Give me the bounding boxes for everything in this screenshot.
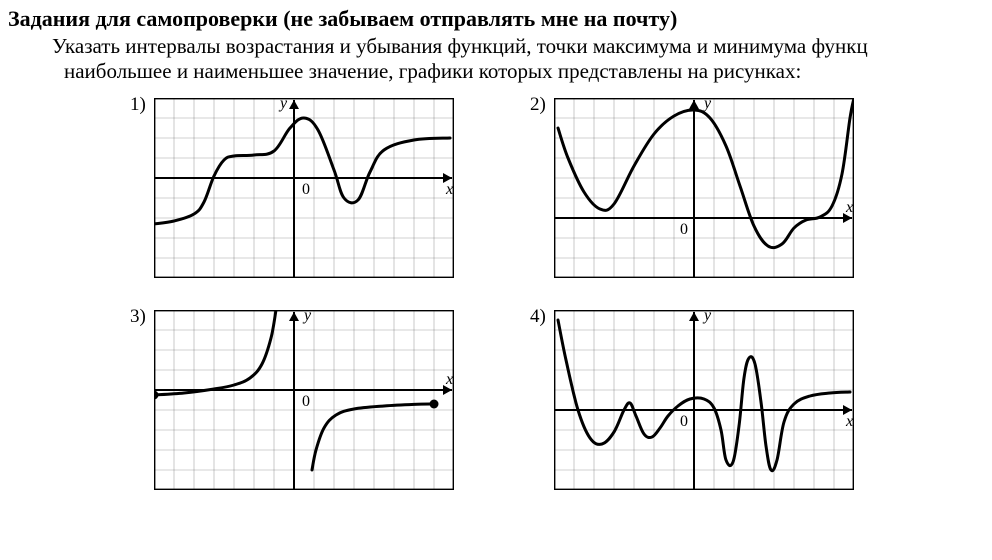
svg-text:x: x: [845, 199, 853, 216]
task-line-2: наибольшее и наименьшее значение, график…: [64, 59, 801, 83]
svg-text:0: 0: [302, 393, 310, 410]
svg-text:y: y: [278, 98, 288, 112]
panel-number-4: 4): [530, 306, 546, 328]
panel-number-1: 1): [130, 94, 146, 116]
chart-svg-1: y x 0: [154, 98, 454, 278]
svg-text:y: y: [702, 310, 712, 324]
panel-number-2: 2): [530, 94, 546, 116]
charts-grid: 1) yx0 2) yx0 3) yx0 4) yx0: [154, 98, 984, 500]
chart-panel-1: 1) yx0: [154, 98, 454, 288]
chart-panel-2: 2) yx0: [554, 98, 854, 288]
svg-text:x: x: [445, 181, 453, 198]
chart-svg-4: y x 0: [554, 310, 854, 490]
chart-panel-4: 4) yx0: [554, 310, 854, 500]
svg-text:0: 0: [302, 181, 310, 198]
svg-text:y: y: [302, 310, 312, 324]
page-title: Задания для самопроверки (не забываем от…: [8, 6, 984, 32]
svg-text:0: 0: [680, 221, 688, 238]
task-text: Указать интервалы возрастания и убывания…: [52, 34, 984, 84]
svg-text:y: y: [702, 98, 712, 112]
task-line-1: Указать интервалы возрастания и убывания…: [52, 34, 868, 58]
chart-panel-3: 3) yx0: [154, 310, 454, 500]
svg-text:x: x: [845, 413, 853, 430]
panel-number-3: 3): [130, 306, 146, 328]
chart-svg-2: y x 0: [554, 98, 854, 278]
svg-text:0: 0: [680, 413, 688, 430]
svg-text:x: x: [445, 371, 453, 388]
chart-svg-3: y x 0: [154, 310, 454, 490]
